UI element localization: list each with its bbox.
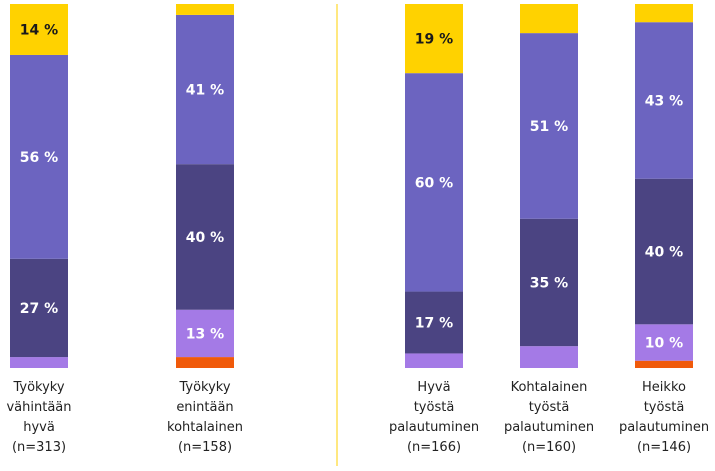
data-label: 27 % [20, 301, 58, 317]
bar-segment [520, 346, 578, 368]
bar-segment [635, 178, 693, 325]
data-label: 40 % [645, 245, 683, 261]
category-label: Työkyky vähintään hyvä (n=313) [6, 380, 72, 455]
bar-segment [10, 54, 68, 259]
bar-segment [635, 324, 693, 361]
bar-segment [10, 258, 68, 358]
bar-segment [405, 4, 463, 74]
category-label: Hyvä työstä palautuminen (n=166) [388, 380, 480, 455]
category-label: Heikko työstä palautuminen (n=146) [618, 380, 710, 455]
data-label: 60 % [415, 175, 453, 191]
bar-segment [405, 73, 463, 292]
bar-segment [520, 33, 578, 219]
category-label: Kohtalainen työstä palautuminen (n=160) [503, 380, 595, 455]
bar-segment [405, 353, 463, 368]
data-label: 13 % [186, 326, 224, 342]
bar-segment [176, 4, 234, 15]
data-label: 10 % [645, 336, 683, 352]
bar-segment [176, 357, 234, 368]
bar-segment [405, 291, 463, 354]
bar-segment [176, 164, 234, 310]
data-label: 43 % [645, 93, 683, 109]
bar-segment [635, 360, 693, 368]
data-label: 51 % [530, 119, 568, 135]
data-label: 41 % [186, 83, 224, 99]
bar-segment [520, 4, 578, 34]
bar-segment [10, 357, 68, 368]
bar-segment [520, 218, 578, 347]
bar-segment [176, 14, 234, 165]
data-label: 14 % [20, 22, 58, 38]
data-label: 35 % [530, 275, 568, 291]
bar-segment [635, 4, 693, 23]
data-label: 19 % [415, 32, 453, 48]
data-label: 40 % [186, 230, 224, 246]
data-label: 56 % [20, 150, 58, 166]
category-label: Työkyky enintään kohtalainen (n=158) [167, 380, 243, 455]
bar-segment [176, 309, 234, 358]
bar-segment [635, 22, 693, 179]
bar-segment [10, 4, 68, 55]
data-label: 17 % [415, 316, 453, 332]
